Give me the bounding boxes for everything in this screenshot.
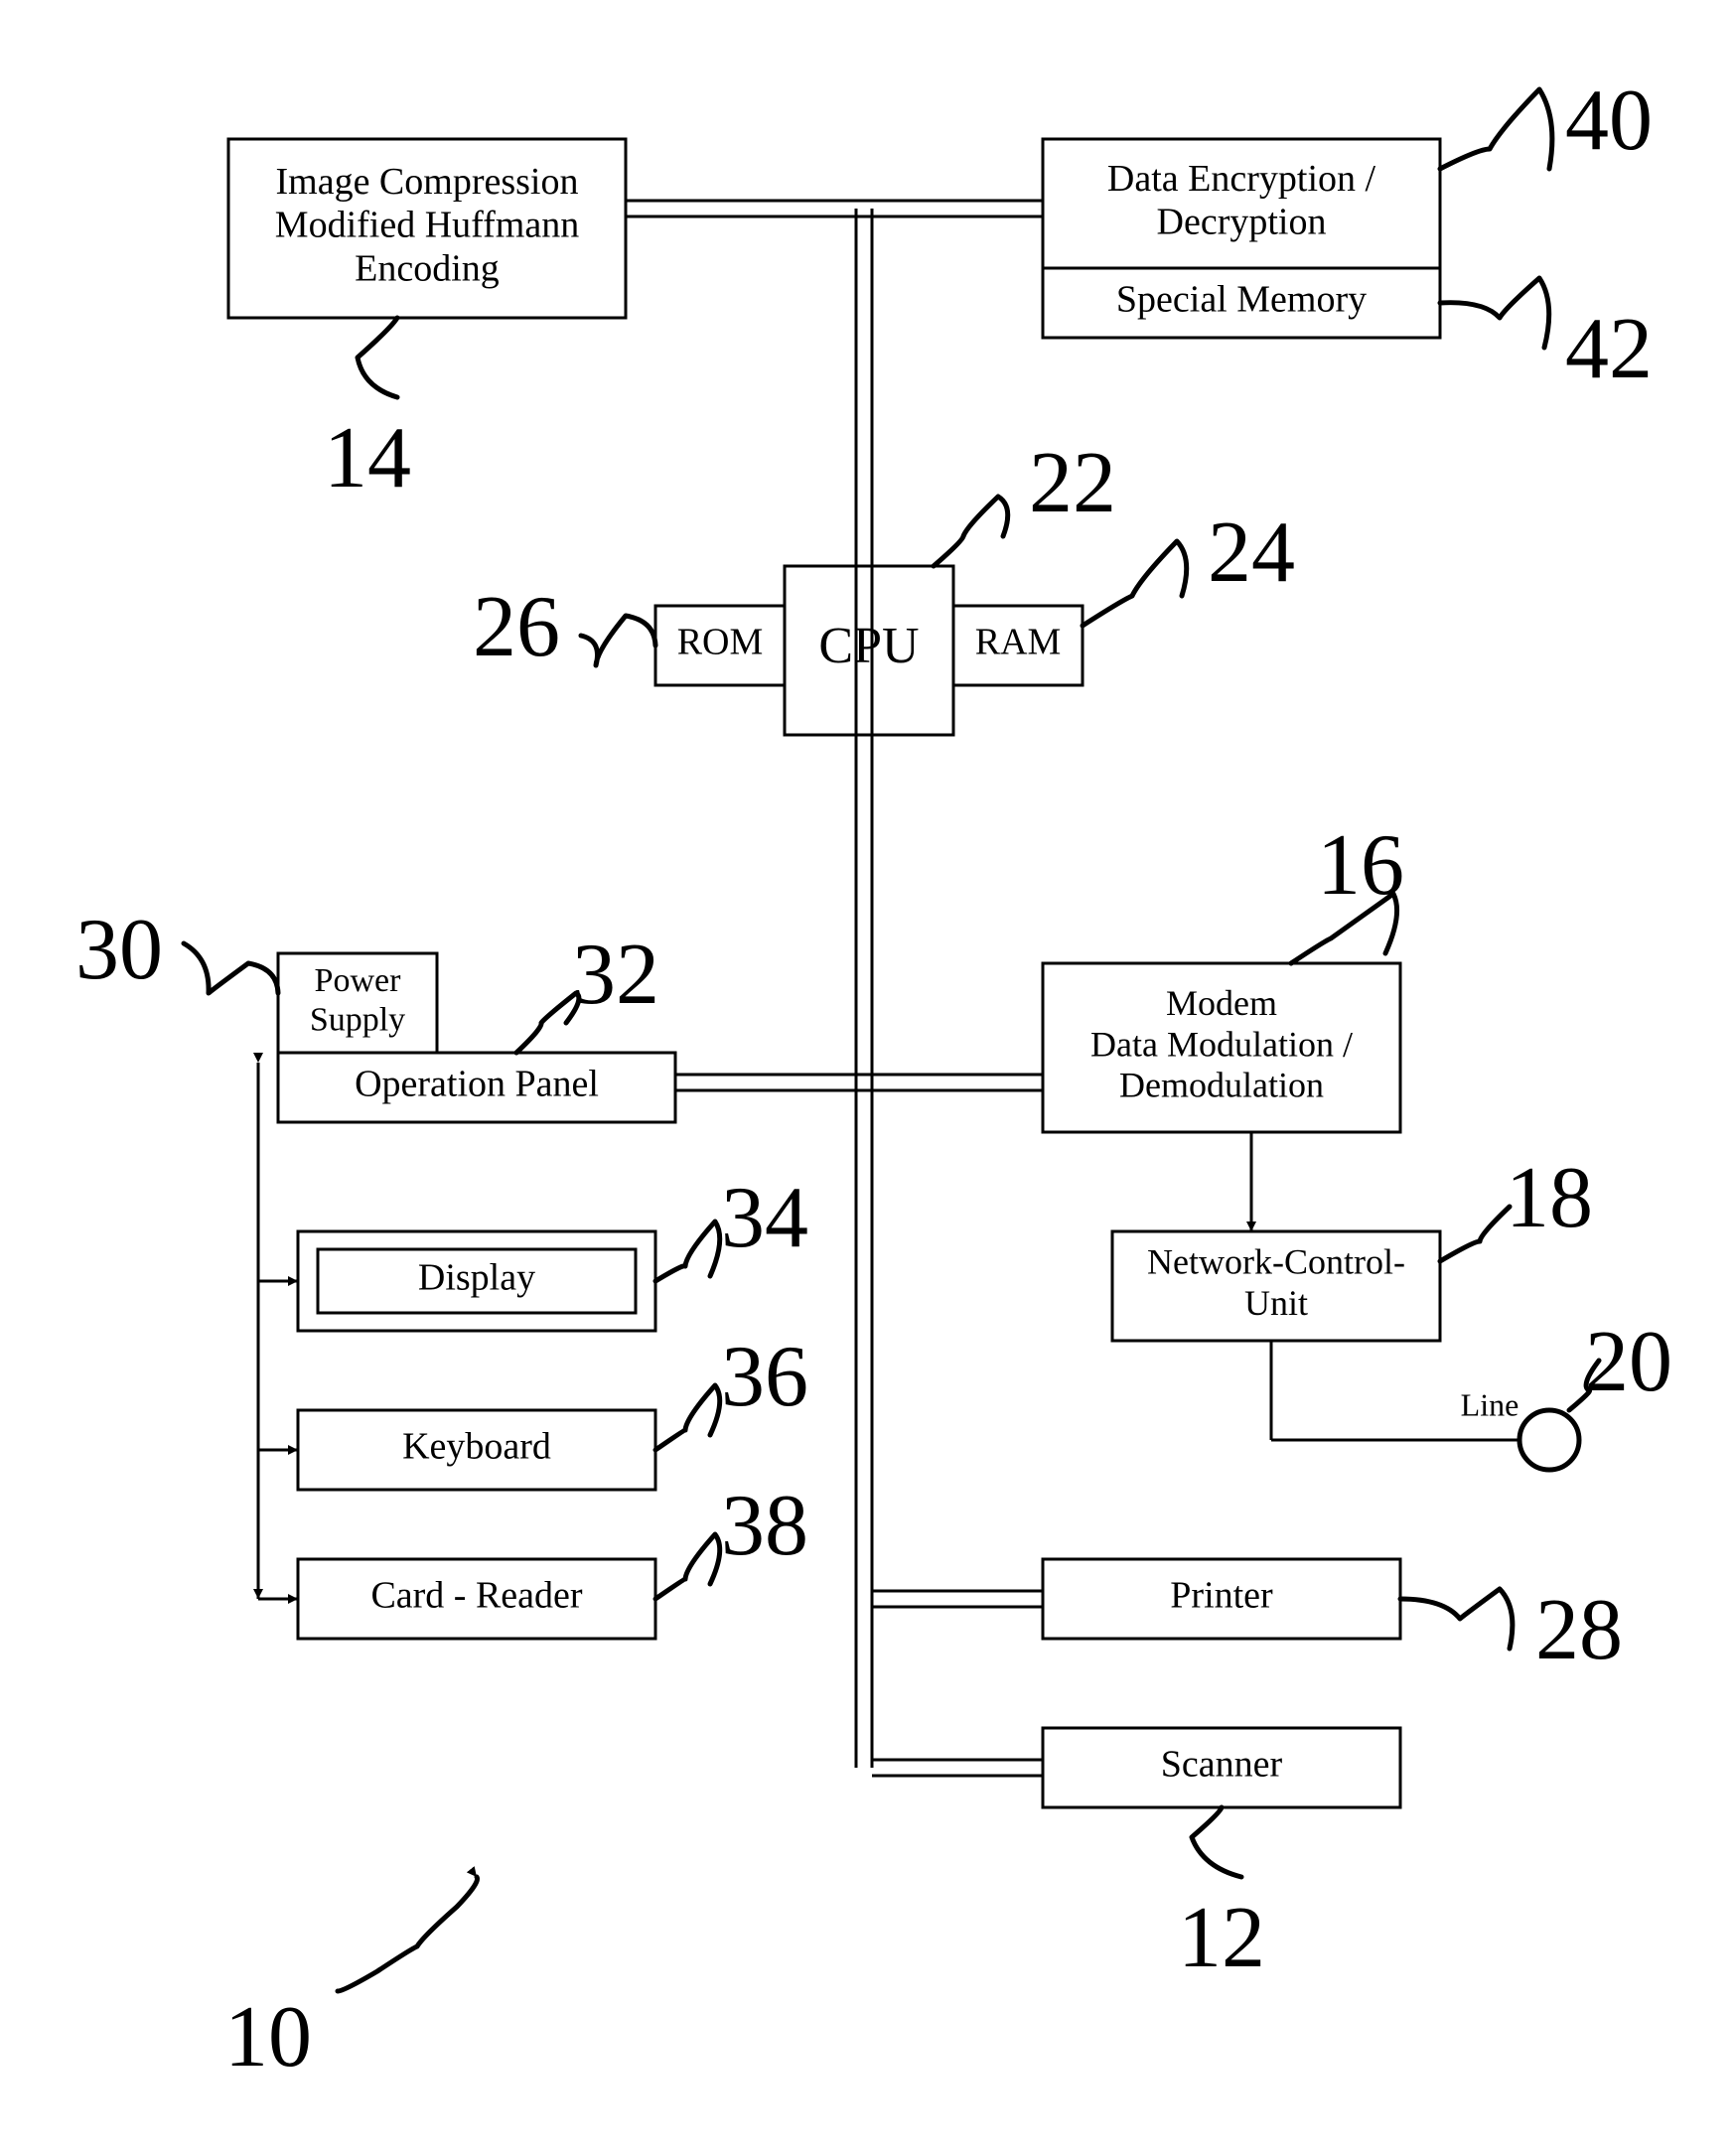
ref-20: 20 — [1569, 1314, 1672, 1410]
ref-32: 32 — [516, 927, 659, 1053]
ref-32-label: 32 — [572, 927, 659, 1023]
node-operation-panel: Operation Panel — [278, 1053, 675, 1122]
node-ncu-label: Network-Control- — [1147, 1242, 1405, 1282]
ref-22-label: 22 — [1029, 435, 1116, 531]
bus-printer-horizontal — [872, 1591, 1043, 1607]
ref-28: 28 — [1400, 1582, 1623, 1678]
ref-30-label: 30 — [75, 902, 163, 998]
node-image-compression-label: Encoding — [355, 247, 500, 289]
ref-10: 10 — [224, 1877, 478, 2085]
node-special-memory: Special Memory — [1043, 268, 1440, 338]
ref-42: 42 — [1440, 278, 1653, 397]
node-modem-label: Data Modulation / — [1090, 1024, 1353, 1064]
node-printer: Printer — [1043, 1559, 1400, 1639]
node-cpu: CPU — [785, 566, 953, 735]
node-ram: RAM — [953, 606, 1083, 685]
bus-top-horizontal — [626, 201, 1043, 216]
bus-mid-horizontal — [675, 1075, 1043, 1090]
node-keyboard: Keyboard — [298, 1410, 655, 1490]
ref-26-label: 26 — [473, 579, 560, 675]
ref-34-label: 34 — [721, 1170, 808, 1266]
node-display-label: Display — [418, 1257, 535, 1299]
node-scanner-label: Scanner — [1161, 1744, 1283, 1786]
node-image-compression-label: Modified Huffmann — [275, 205, 579, 246]
node-modem: ModemData Modulation /Demodulation — [1043, 963, 1400, 1132]
node-data-encryption-label: Decryption — [1157, 202, 1327, 243]
bus-scanner-horizontal — [872, 1760, 1043, 1776]
ref-34: 34 — [655, 1170, 808, 1281]
ref-20-label: 20 — [1585, 1314, 1672, 1410]
ref-26: 26 — [473, 579, 655, 675]
line-terminal: Line — [1461, 1386, 1579, 1470]
ref-10-label: 10 — [224, 1989, 312, 2085]
node-power-supply-label: Power — [315, 962, 402, 999]
node-card-reader-label: Card - Reader — [370, 1575, 582, 1617]
ref-14: 14 — [324, 318, 411, 506]
ref-36-label: 36 — [721, 1329, 808, 1425]
node-ncu-label: Unit — [1244, 1283, 1308, 1323]
ref-30: 30 — [75, 902, 278, 998]
node-card-reader: Card - Reader — [298, 1559, 655, 1639]
ref-36: 36 — [655, 1329, 808, 1450]
ref-38-label: 38 — [721, 1478, 808, 1574]
ref-40: 40 — [1440, 72, 1653, 169]
node-operation-panel-label: Operation Panel — [355, 1064, 599, 1105]
node-image-compression-label: Image Compression — [275, 161, 578, 203]
node-ram-label: RAM — [975, 622, 1062, 663]
ref-18-label: 18 — [1506, 1150, 1593, 1246]
node-rom-label: ROM — [677, 622, 764, 663]
node-display: Display — [298, 1231, 655, 1331]
node-special-memory-label: Special Memory — [1116, 279, 1367, 321]
ref-18: 18 — [1440, 1150, 1593, 1261]
node-ncu: Network-Control-Unit — [1112, 1231, 1440, 1341]
node-image-compression: Image CompressionModified HuffmannEncodi… — [228, 139, 626, 318]
node-rom: ROM — [655, 606, 785, 685]
ref-28-label: 28 — [1535, 1582, 1623, 1678]
line-label: Line — [1461, 1386, 1519, 1422]
node-scanner: Scanner — [1043, 1728, 1400, 1807]
ref-16-label: 16 — [1317, 817, 1404, 914]
node-data-encryption: Data Encryption /Decryption — [1043, 139, 1440, 268]
node-keyboard-label: Keyboard — [402, 1426, 551, 1468]
node-power-supply-label: Supply — [310, 1001, 405, 1038]
node-modem-label: Modem — [1166, 983, 1277, 1023]
ref-12: 12 — [1178, 1807, 1265, 1986]
ref-24-label: 24 — [1208, 504, 1295, 601]
node-printer-label: Printer — [1170, 1575, 1273, 1617]
node-data-encryption-label: Data Encryption / — [1107, 158, 1376, 200]
node-modem-label: Demodulation — [1119, 1066, 1324, 1105]
ref-38: 38 — [655, 1478, 808, 1599]
ref-16: 16 — [1291, 817, 1404, 963]
ref-12-label: 12 — [1178, 1890, 1265, 1986]
ref-22: 22 — [934, 435, 1116, 566]
ref-40-label: 40 — [1565, 72, 1653, 169]
bus-main-vertical — [856, 209, 872, 1768]
node-power-supply: PowerSupply — [278, 953, 437, 1053]
node-cpu-label: CPU — [818, 618, 919, 674]
ref-14-label: 14 — [324, 410, 411, 506]
ref-42-label: 42 — [1565, 301, 1653, 397]
